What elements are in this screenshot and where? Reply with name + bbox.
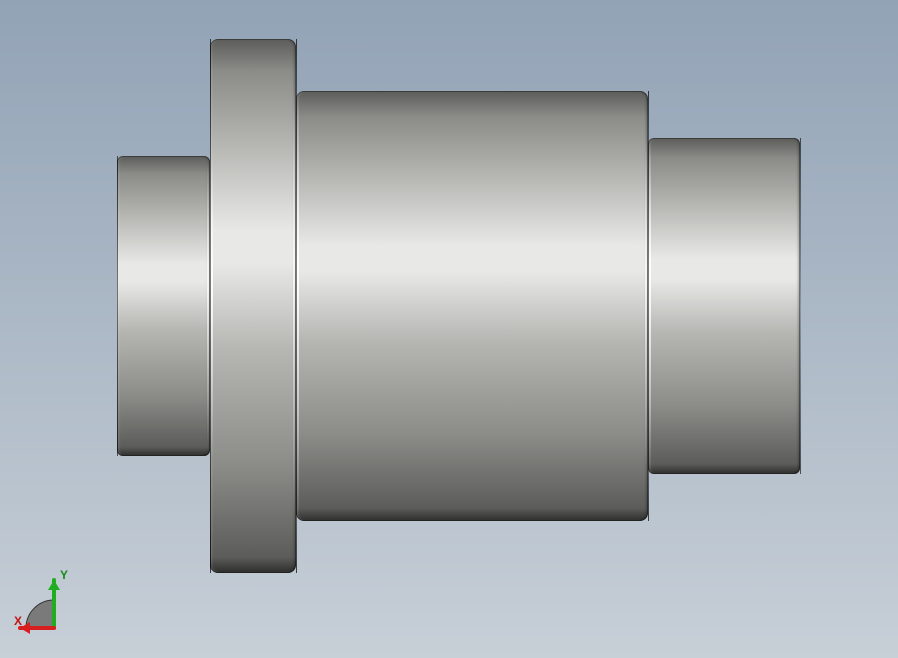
triad-axes-icon [14, 558, 100, 644]
fillet-highlight [645, 138, 647, 474]
fillet-highlight [207, 156, 209, 456]
end-face-edge [800, 138, 801, 474]
fillet-highlight [211, 156, 213, 456]
stepped-shaft-model[interactable] [0, 0, 898, 658]
axis-y-label: Y [60, 568, 68, 582]
fillet-highlight [649, 138, 651, 474]
fillet-highlight [293, 91, 295, 521]
fillet-highlight [297, 91, 299, 521]
cad-3d-viewport[interactable]: X Y [0, 0, 898, 658]
shaft-segment-main-body [296, 91, 648, 521]
end-face-edge [117, 156, 118, 456]
shaft-segment-left-stub [117, 156, 210, 456]
shaft-segment-flange [210, 39, 296, 573]
axis-x-label: X [14, 614, 22, 628]
shaft-segment-right-stub [648, 138, 800, 474]
orientation-triad[interactable]: X Y [14, 558, 100, 644]
